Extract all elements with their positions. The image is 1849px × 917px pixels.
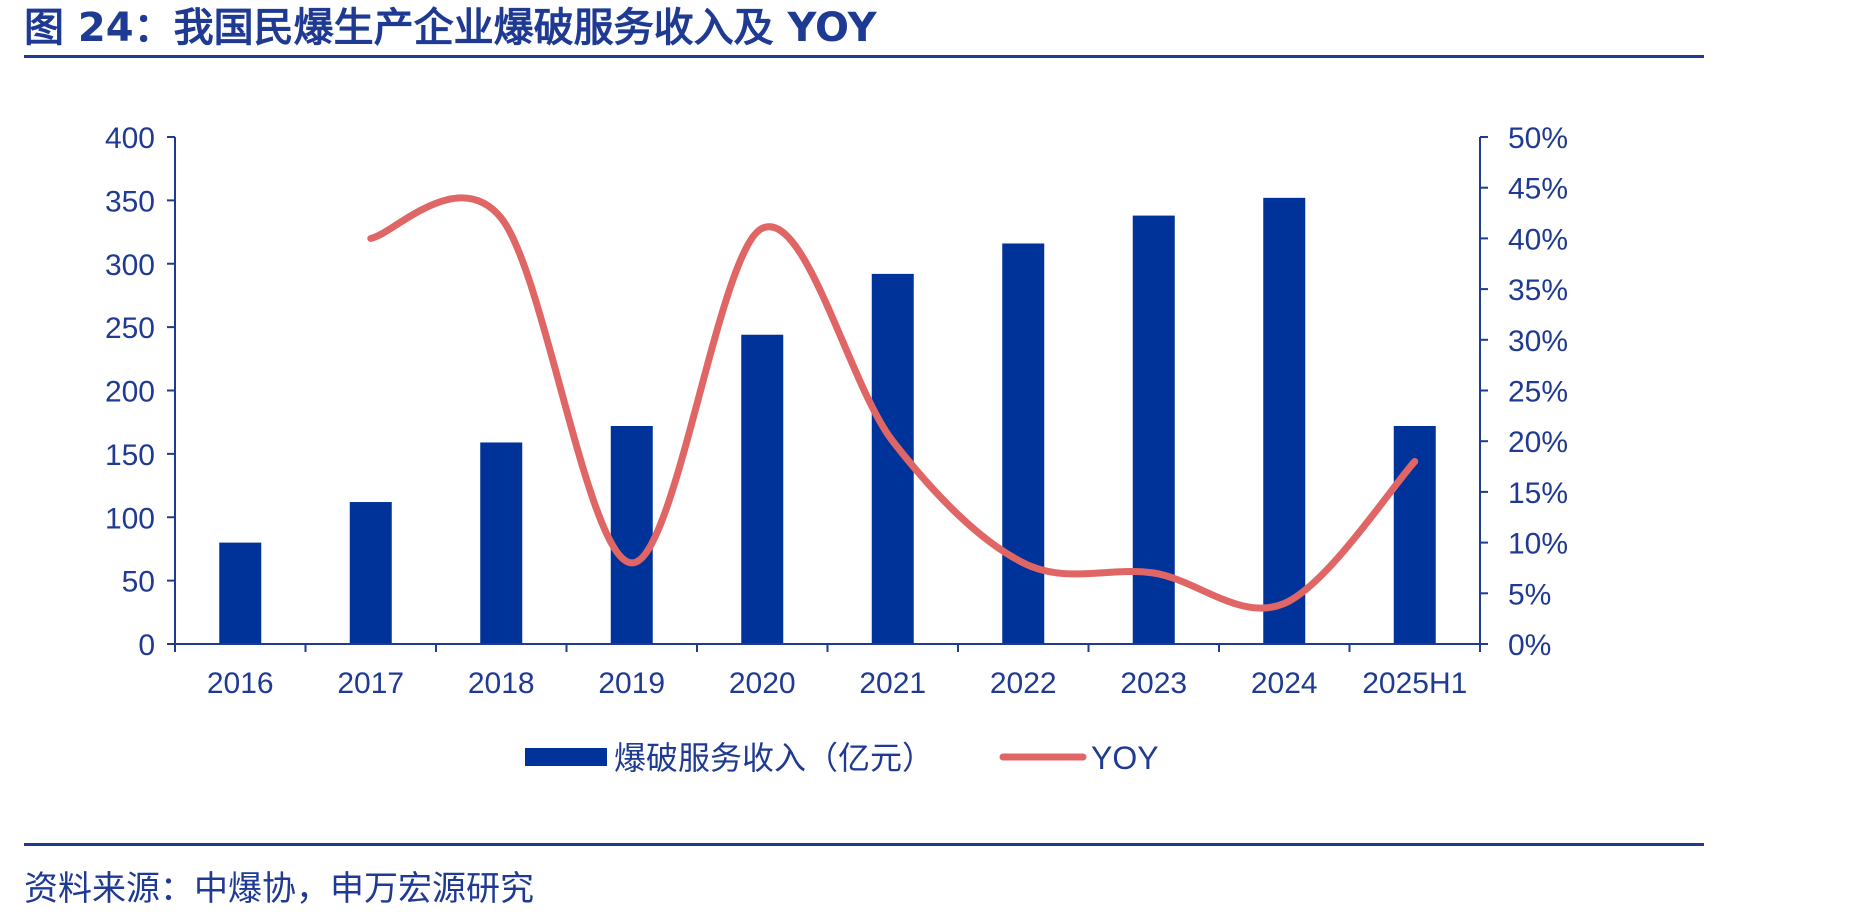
left-tick-label: 300 [105,249,155,282]
bar-2019 [610,425,653,644]
left-tick-label: 400 [105,122,155,155]
chart-axes: 0 50 100 150 200 250 300 350 400 0% 5% 10% 15% 20% 25%… [105,122,1568,700]
x-tick-label: 2024 [1251,667,1318,700]
right-tick-label: 50% [1508,122,1568,155]
right-tick-label: 25% [1508,376,1568,409]
left-tick-label: 150 [105,439,155,472]
title-divider [24,55,1704,58]
x-tick-label: 2023 [1120,667,1187,700]
left-tick-label: 250 [105,312,155,345]
x-tick-label: 2022 [990,667,1057,700]
right-tick-label: 40% [1508,223,1568,256]
bar-2022 [1002,243,1045,644]
left-tick-label: 100 [105,502,155,535]
x-tick-label: 2017 [337,667,404,700]
chart-title: 图 24：我国民爆生产企业爆破服务收入及 YOY [24,5,877,51]
footer-divider [24,843,1704,846]
right-tick-label: 45% [1508,173,1568,206]
right-tick-label: 30% [1508,325,1568,358]
right-tick-label: 15% [1508,477,1568,510]
legend-line-label: YOY [1091,740,1159,776]
x-tick-label: 2020 [729,667,796,700]
left-tick-label: 200 [105,376,155,409]
x-tick-label: 2018 [468,667,535,700]
right-tick-label: 20% [1508,426,1568,459]
right-tick-label: 0% [1508,629,1551,662]
bar-2024 [1263,197,1306,644]
bar-2016 [219,542,262,644]
bar-2020 [741,334,784,644]
left-tick-label: 50 [122,566,155,599]
legend-bar-swatch [525,748,607,766]
x-tick-label: 2025H1 [1362,667,1467,700]
right-tick-label: 5% [1508,578,1551,611]
left-tick-label: 350 [105,185,155,218]
right-tick-label: 10% [1508,528,1568,561]
bar-2017 [349,502,392,644]
x-tick-label: 2016 [207,667,274,700]
source-note: 资料来源：中爆协，申万宏源研究 [24,869,534,909]
right-tick-label: 35% [1508,274,1568,307]
x-tick-label: 2019 [598,667,665,700]
legend-bar-label: 爆破服务收入（亿元） [614,740,934,776]
bar-2018 [480,442,523,644]
yoy-line-series [367,194,1419,612]
left-tick-label: 0 [138,629,155,662]
chart-legend: 爆破服务收入（亿元） YOY [525,740,1159,776]
bar-series [219,197,1436,644]
x-tick-label: 2021 [859,667,926,700]
